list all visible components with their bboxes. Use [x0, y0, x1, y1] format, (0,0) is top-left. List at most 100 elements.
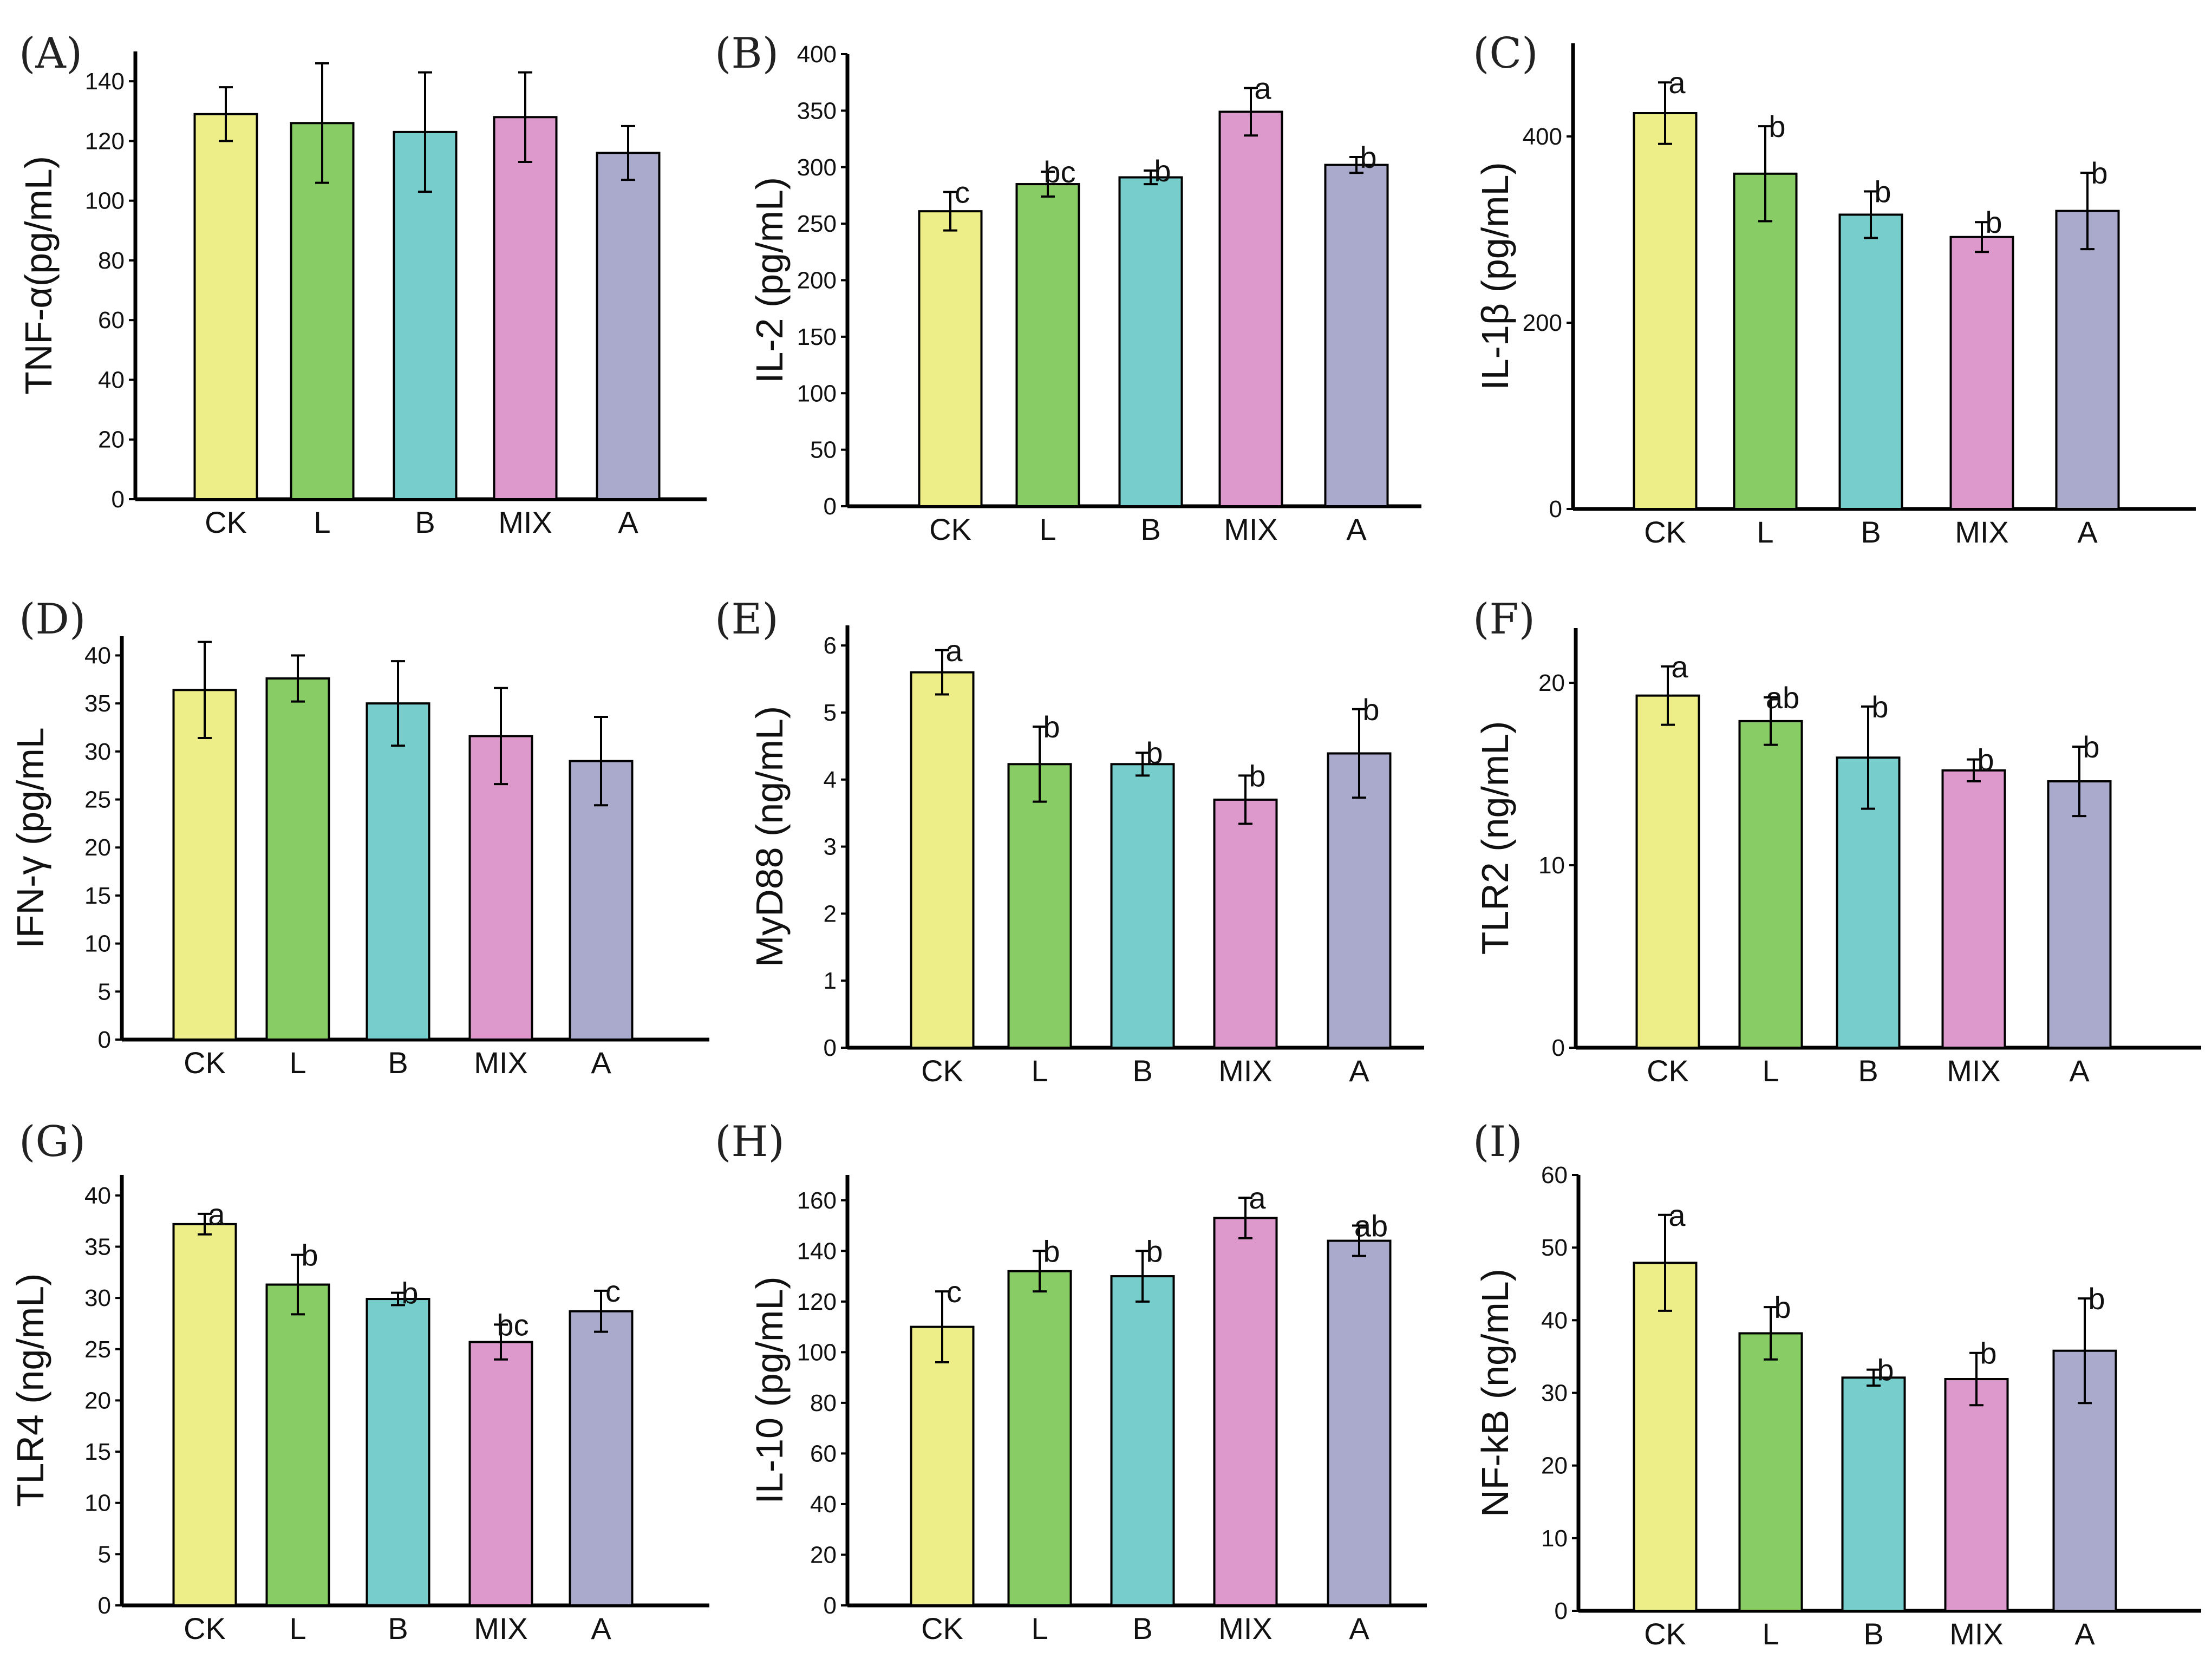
bar-b	[366, 1298, 430, 1606]
significance-letter: b	[1774, 1290, 1791, 1324]
bar-l	[1733, 172, 1798, 510]
x-tick-label: CK	[184, 1611, 226, 1645]
y-tick-label: 150	[797, 324, 837, 350]
x-tick-label: B	[1861, 515, 1881, 549]
y-tick-label: 30	[84, 1285, 111, 1311]
significance-letter: a	[1671, 650, 1688, 684]
y-tick-label: 0	[1552, 1035, 1565, 1061]
bar-ck	[1633, 1262, 1698, 1612]
y-tick-label: 0	[824, 1035, 837, 1061]
bar-ck	[193, 113, 258, 500]
y-tick-label: 400	[797, 41, 837, 68]
significance-letter: b	[1249, 759, 1265, 793]
x-tick-label: B	[388, 1046, 408, 1080]
bar-ck	[910, 671, 975, 1049]
significance-letter: b	[1877, 1353, 1894, 1387]
y-tick-label: 100	[85, 188, 125, 214]
y-tick-label: 40	[84, 642, 111, 669]
y-tick-label: 140	[85, 68, 125, 95]
bar-ck	[1633, 112, 1698, 510]
y-tick-label: 35	[84, 690, 111, 717]
chart-panel-2: (B) IL-2 (pg/mL) 0 50 100 150 200 250 300 350 400 c…	[715, 29, 1421, 546]
x-tick-label: CK	[205, 505, 247, 539]
significance-letter: c	[605, 1274, 621, 1308]
panel-letter: (I)	[1473, 1118, 1523, 1166]
x-tick-label: CK	[921, 1611, 963, 1645]
significance-letter: b	[1874, 174, 1891, 208]
x-tick-label: MIX	[1218, 1611, 1273, 1645]
bar-mix	[1213, 1217, 1278, 1606]
y-tick-label: 160	[797, 1187, 837, 1214]
y-tick-label: 0	[112, 486, 125, 513]
bar-b	[1110, 1275, 1175, 1606]
bar-l	[1007, 1270, 1072, 1606]
y-axis-label: IL-10 (pg/mL)	[748, 1276, 791, 1504]
y-tick-label: 400	[1523, 123, 1562, 150]
significance-letter: a	[945, 633, 963, 668]
y-tick-label: 60	[1541, 1162, 1568, 1188]
significance-letter: b	[1977, 743, 1994, 777]
significance-letter: b	[1146, 736, 1163, 770]
bar-b	[1110, 763, 1175, 1049]
y-tick-label: 10	[1541, 1525, 1568, 1552]
x-tick-label: CK	[921, 1054, 963, 1088]
bar-l	[1007, 763, 1072, 1049]
bar-l	[265, 677, 330, 1041]
significance-letter: b	[301, 1238, 318, 1272]
bar-a	[596, 152, 661, 501]
y-tick-label: 40	[1541, 1307, 1568, 1334]
y-tick-label: 20	[84, 834, 111, 861]
bar-ck	[918, 210, 983, 508]
y-axis-label: IL-2 (pg/mL)	[748, 177, 791, 383]
significance-letter: ab	[1354, 1209, 1388, 1243]
x-tick-label: L	[289, 1046, 306, 1080]
y-tick-label: 200	[797, 267, 837, 294]
bar-b	[366, 702, 430, 1041]
y-tick-label: 120	[85, 128, 125, 154]
y-tick-label: 80	[98, 247, 125, 274]
y-tick-label: 20	[84, 1387, 111, 1414]
x-tick-label: L	[1031, 1054, 1048, 1088]
significance-letter: b	[1043, 710, 1060, 744]
x-tick-label: L	[1762, 1617, 1779, 1651]
x-tick-label: B	[1132, 1611, 1152, 1645]
bar-mix	[1949, 236, 2014, 510]
y-axis-label: MyD88 (ng/mL)	[748, 706, 791, 967]
bar-l	[1738, 720, 1803, 1049]
bar-a	[1327, 752, 1392, 1049]
significance-letter: b	[1154, 154, 1171, 188]
x-tick-label: A	[591, 1046, 611, 1080]
panel-letter: (E)	[715, 595, 779, 644]
x-tick-label: A	[2077, 515, 2098, 549]
x-tick-label: A	[618, 505, 638, 539]
y-tick-label: 40	[98, 367, 125, 393]
y-tick-label: 40	[84, 1183, 111, 1209]
bar-ck	[172, 1223, 237, 1607]
significance-letter: b	[1362, 693, 1379, 727]
significance-letter: bc	[1043, 155, 1075, 189]
y-tick-label: 250	[797, 211, 837, 237]
y-tick-label: 4	[824, 767, 837, 793]
bar-mix	[1944, 1378, 2009, 1612]
y-tick-label: 0	[824, 1592, 837, 1619]
bar-mix	[493, 116, 558, 500]
significance-letter: ab	[1766, 681, 1799, 715]
y-tick-label: 100	[797, 380, 837, 407]
y-tick-label: 60	[98, 307, 125, 334]
y-tick-label: 60	[810, 1440, 837, 1467]
chart-panel-6: (F) TLR2 (ng/mL) 0 10 20 a CK ab Lb Bb MIX b A	[1473, 595, 2201, 1088]
panel-letter: (H)	[715, 1118, 785, 1166]
y-tick-label: 20	[1541, 1453, 1568, 1479]
y-tick-label: 200	[1523, 310, 1562, 336]
y-tick-label: 10	[84, 1490, 111, 1517]
x-tick-label: MIX	[474, 1611, 528, 1645]
y-axis-label: NF-kB (ng/mL)	[1474, 1269, 1516, 1517]
y-tick-label: 80	[810, 1390, 837, 1416]
y-tick-label: 6	[824, 632, 837, 659]
significance-letter: b	[2083, 730, 2099, 764]
significance-letter: b	[1769, 109, 1785, 143]
y-tick-label: 5	[98, 978, 111, 1005]
significance-letter: c	[947, 1275, 962, 1309]
x-tick-label: MIX	[498, 505, 552, 539]
x-tick-label: A	[1349, 1054, 1369, 1088]
